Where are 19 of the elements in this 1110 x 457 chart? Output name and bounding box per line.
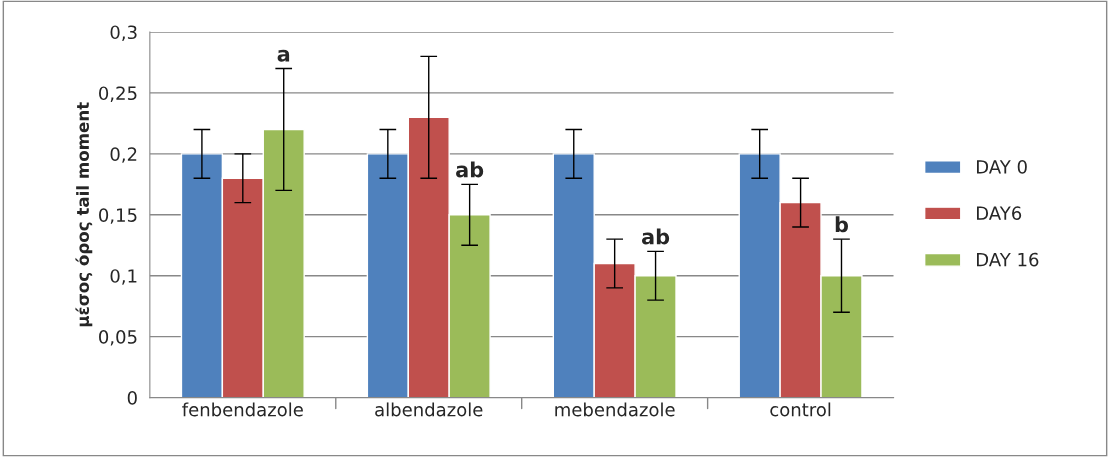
legend-label: DAY6 (977, 206, 1022, 221)
x-tick-label: albendazole (375, 402, 483, 417)
annotation: ab (456, 161, 484, 178)
x-tick-label: fenbendazole (182, 402, 303, 417)
legend-label: DAY 0 (977, 160, 1027, 174)
annotation: b (835, 216, 849, 233)
annotation: ab (641, 228, 670, 245)
x-tick-label: mebendazole (555, 402, 675, 417)
legend-label: DAY 16 (977, 252, 1039, 267)
y-tick-label: 0,2 (110, 147, 137, 163)
y-tick-label: 0,15 (99, 208, 137, 224)
x-tick-label: control (770, 402, 831, 417)
annotation: a (277, 49, 290, 62)
y-tick-label: 0,3 (110, 25, 137, 41)
y-tick-label: 0,1 (110, 269, 137, 285)
y-tick-label: 0 (127, 391, 137, 405)
y-tick-label: 0,25 (99, 86, 137, 102)
y-axis-title: μέσος όρος tail moment (75, 102, 93, 327)
y-tick-label: 0,05 (99, 330, 137, 346)
